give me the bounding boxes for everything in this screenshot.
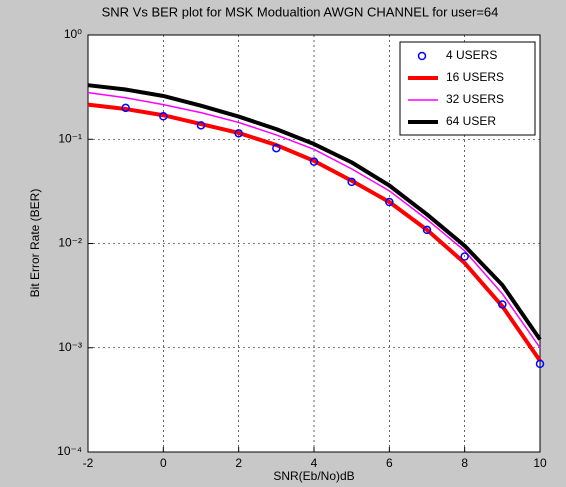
marker [498, 300, 507, 309]
marker [309, 157, 319, 166]
y-tick-label: 10⁻¹ [58, 131, 82, 145]
legend-label: 64 USER [446, 114, 496, 128]
line [87, 91, 541, 349]
marker [121, 103, 130, 113]
legend-label: 16 USERS [446, 70, 504, 84]
y-tick-label: 10⁻⁴ [57, 444, 82, 458]
marker [422, 225, 432, 235]
x-tick-label: 2 [235, 456, 242, 470]
marker [460, 252, 469, 261]
y-tick-label: 10⁰ [64, 27, 82, 41]
plot-frame [87, 34, 541, 453]
y-axis-label: Bit Error Rate (BER) [28, 189, 42, 298]
marker [535, 359, 545, 369]
legend-label: 32 USERS [446, 92, 504, 106]
marker [159, 112, 168, 121]
x-tick-label: 4 [311, 456, 318, 470]
marker [234, 129, 243, 138]
marker [347, 177, 356, 187]
legend-label: 4 USERS [446, 48, 497, 62]
x-tick-label: 10 [533, 456, 547, 470]
line [87, 102, 542, 362]
x-tick-label: 8 [461, 456, 468, 470]
marker [272, 143, 281, 153]
x-tick-label: 6 [386, 456, 393, 470]
marker [196, 121, 206, 130]
y-tick-label: 10⁻³ [58, 340, 82, 354]
x-tick-label: 0 [160, 456, 167, 470]
x-tick-label: -2 [83, 456, 94, 470]
x-axis-label: SNR(Eb/No)dB [273, 469, 354, 483]
y-tick-label: 10⁻² [58, 236, 82, 250]
legend-box [399, 41, 536, 136]
line [87, 83, 542, 341]
marker [385, 197, 394, 207]
legend-marker [417, 51, 427, 61]
chart-title: SNR Vs BER plot for MSK Modualtion AWGN … [102, 4, 499, 19]
